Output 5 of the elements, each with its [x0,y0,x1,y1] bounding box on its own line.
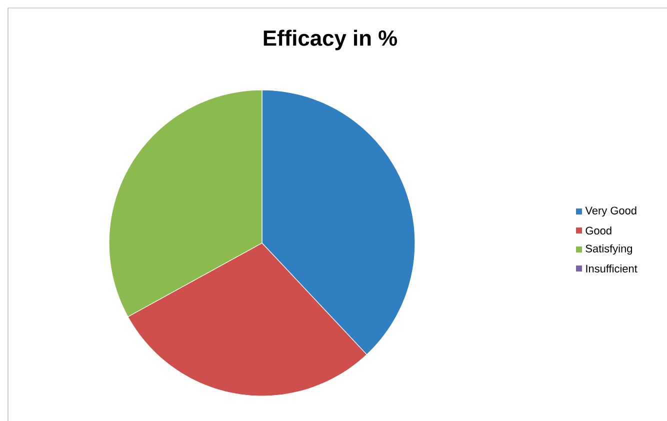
legend-label: Satisfying [586,244,632,255]
legend-label: Insufficient [586,264,638,273]
legend-label: Good [586,226,612,235]
legend-label: Very Good [585,206,636,217]
chart-title: Efficacy in % [264,30,398,50]
